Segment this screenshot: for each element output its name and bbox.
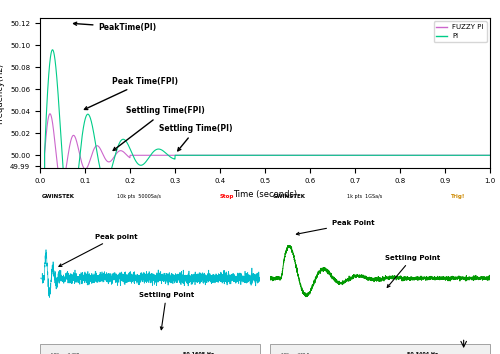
Text: Settling Time(FPI): Settling Time(FPI) [113, 107, 204, 150]
Text: 1k pts  1GSa/s: 1k pts 1GSa/s [348, 194, 382, 199]
FUZZY PI [119, 149, 125, 153]
Text: GWINSTEK: GWINSTEK [42, 194, 75, 199]
Line: PI: PI [40, 50, 490, 354]
Text: PeakTime(PI): PeakTime(PI) [74, 22, 156, 32]
Text: Peak point: Peak point [59, 234, 138, 267]
Text: Settling Point: Settling Point [139, 292, 194, 330]
Text: 50.3404 Hz: 50.3404 Hz [406, 352, 438, 354]
Legend: FUZZY PI, PI: FUZZY PI, PI [434, 21, 486, 42]
Line: FUZZY PI: FUZZY PI [40, 114, 490, 354]
FUZZY PI [373, 153, 379, 158]
PI [119, 138, 125, 142]
Text: 500ms  2.388ms: 500ms 2.388ms [51, 353, 86, 354]
FUZZY PI [209, 153, 215, 158]
FUZZY PI [307, 153, 313, 158]
Text: Settling Point: Settling Point [384, 255, 440, 287]
FUZZY PI [47, 112, 53, 116]
Text: Trig!: Trig! [450, 194, 465, 199]
Text: 50.1605 Hz: 50.1605 Hz [182, 352, 214, 354]
X-axis label: Time (seconds): Time (seconds) [233, 190, 297, 199]
PI [209, 153, 215, 158]
PI [487, 153, 493, 158]
FUZZY PI [487, 153, 493, 158]
Text: Peak Time(FPI): Peak Time(FPI) [84, 77, 178, 109]
Text: 10k pts  5000Sa/s: 10k pts 5000Sa/s [117, 194, 161, 199]
FUZZY PI [407, 153, 413, 158]
Text: Peak Point: Peak Point [296, 220, 374, 235]
PI [330, 153, 336, 158]
PI [307, 153, 313, 158]
PI [373, 153, 379, 158]
Y-axis label: Frequency(Hz): Frequency(Hz) [0, 63, 4, 124]
Text: 100ms  370.8ms: 100ms 370.8ms [282, 353, 316, 354]
Text: Settling Time(PI): Settling Time(PI) [159, 124, 233, 151]
FancyBboxPatch shape [270, 343, 490, 354]
PI [407, 153, 413, 158]
PI [50, 48, 56, 52]
Text: Stop: Stop [220, 194, 234, 199]
FUZZY PI [330, 153, 336, 158]
Text: GWINSTEK: GWINSTEK [272, 194, 306, 199]
FancyBboxPatch shape [40, 343, 260, 354]
